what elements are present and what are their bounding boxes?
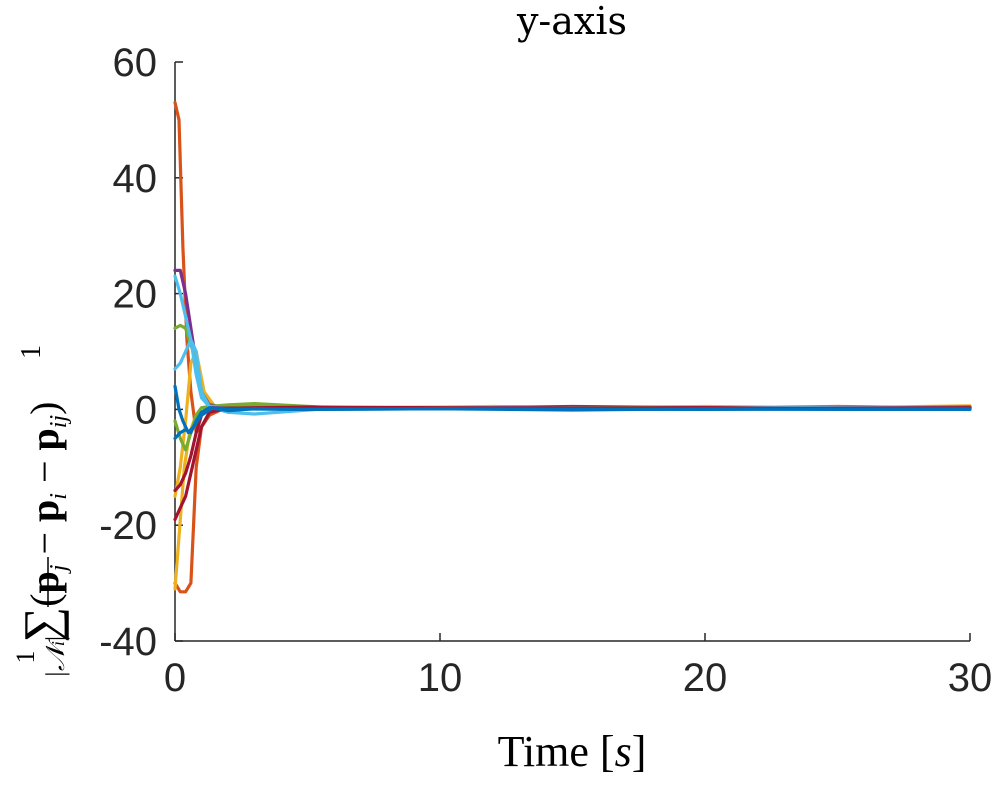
chart-title: y-axis	[516, 0, 627, 43]
y-tick-label: -20	[99, 504, 157, 548]
y-tick-label: -40	[99, 620, 157, 664]
series-line-4	[173, 349, 972, 498]
x-axis-label: Time [s]	[498, 727, 647, 776]
series-line-9	[173, 338, 972, 411]
axes	[174, 62, 970, 642]
series-line-3	[173, 404, 972, 591]
series-line-5	[173, 268, 972, 410]
series-line-10	[173, 405, 972, 522]
x-tick-label: 0	[164, 656, 186, 700]
series-line-2	[173, 404, 972, 594]
y-axis-label: 1 1 |𝒩i| ∑(pj − pi − pij)	[0, 345, 73, 679]
x-tick-label: 10	[418, 656, 463, 700]
y-tick-label: 60	[113, 41, 158, 85]
y-tick-label: 0	[135, 388, 157, 432]
series-line-13	[173, 406, 972, 440]
series-line-8	[173, 274, 972, 416]
x-ticks: 0 10 20 30	[164, 633, 992, 700]
series-group	[173, 100, 972, 594]
y-ticks: -40 -20 0 20 40 60	[99, 41, 183, 664]
y-tick-label: 20	[113, 273, 158, 317]
y-tick-label: 40	[113, 157, 158, 201]
series-line-6	[173, 323, 972, 411]
svg-text:1: 1	[16, 345, 47, 359]
svg-text:1 |𝒩i| ∑(pj −: 1 |𝒩i| ∑(pj − pi − pij)	[0, 402, 73, 679]
x-tick-label: 20	[683, 656, 728, 700]
x-tick-label: 30	[948, 656, 993, 700]
series-line-11	[173, 406, 972, 493]
series-line-1	[173, 100, 972, 435]
